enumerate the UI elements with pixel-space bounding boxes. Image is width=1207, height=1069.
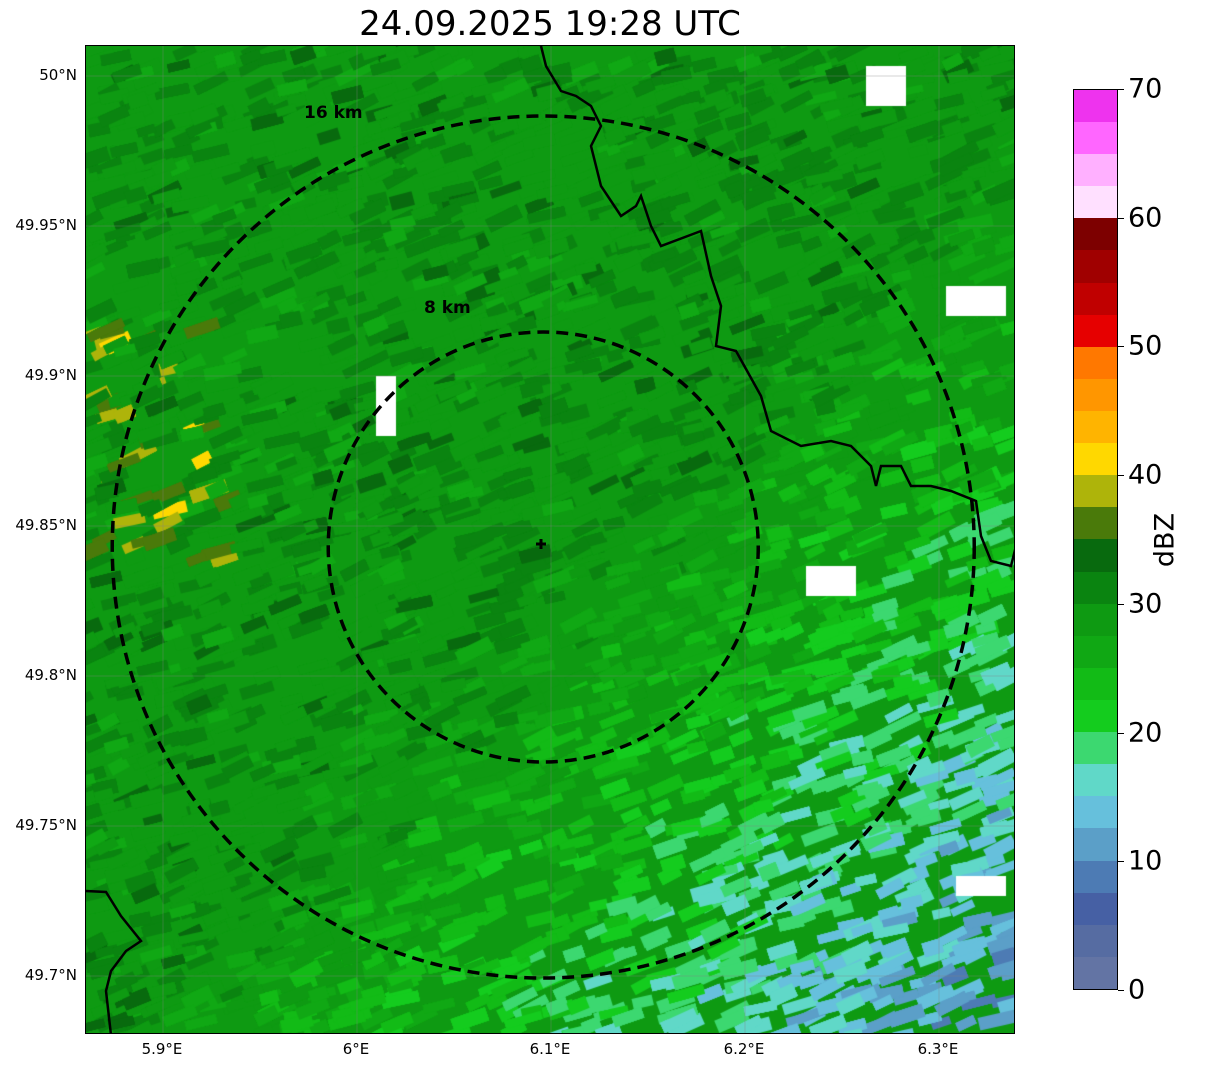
colorbar-bin: [1074, 828, 1117, 861]
colorbar-bin: [1074, 667, 1117, 701]
reflectivity-field: [86, 46, 1014, 1033]
colorbar-bin: [1074, 635, 1117, 668]
x-tick-label: 6°E: [342, 1040, 370, 1058]
border-line: [86, 889, 143, 1033]
colorbar-bin: [1074, 186, 1117, 219]
chart-title: 24.09.2025 19:28 UTC: [359, 4, 741, 44]
colorbar-tick-label: 30: [1128, 588, 1163, 620]
map-overlay: 16 km 8 km: [86, 46, 1014, 1033]
colorbar-bin: [1074, 892, 1117, 925]
colorbar-tick: [1118, 603, 1124, 605]
colorbar-tick: [1118, 475, 1124, 477]
colorbar-bin: [1074, 924, 1117, 957]
colorbar-tick-label: 50: [1128, 330, 1163, 362]
colorbar-tick: [1118, 861, 1124, 863]
colorbar-bin: [1074, 700, 1117, 733]
colorbar-bin: [1074, 89, 1117, 123]
colorbar-bin: [1074, 475, 1117, 508]
colorbar-bin: [1074, 443, 1117, 476]
x-tick-label: 6.1°E: [529, 1040, 571, 1058]
gridlines: [86, 46, 1014, 1033]
radar-site-marker: [536, 539, 546, 549]
colorbar-bin: [1074, 956, 1117, 989]
y-tick-label: 49.8°N: [24, 666, 77, 684]
ring-label-16km: 16 km: [304, 103, 363, 123]
colorbar-bin: [1074, 507, 1117, 540]
y-tick-label: 50°N: [39, 66, 77, 84]
y-tick-label: 49.9°N: [24, 366, 77, 384]
colorbar-tick: [1118, 990, 1124, 991]
colorbar-bin: [1074, 378, 1117, 412]
colorbar: [1073, 89, 1118, 990]
colorbar-tick: [1118, 217, 1124, 219]
colorbar-tick: [1118, 89, 1124, 90]
y-tick-label: 49.85°N: [15, 516, 77, 534]
colorbar-unit: dBZ: [1149, 512, 1181, 568]
y-tick-label: 49.95°N: [15, 216, 77, 234]
colorbar-bin: [1074, 860, 1117, 893]
colorbar-bin: [1074, 603, 1117, 636]
colorbar-bin: [1074, 571, 1117, 604]
colorbar-bin: [1074, 314, 1117, 347]
colorbar-tick: [1118, 732, 1124, 734]
x-tick-label: 6.3°E: [917, 1040, 959, 1058]
colorbar-bin: [1074, 122, 1117, 155]
colorbar-bin: [1074, 732, 1117, 765]
colorbar-tick: [1118, 346, 1124, 348]
x-tick-label: 5.9°E: [141, 1040, 183, 1058]
colorbar-tick-label: 10: [1128, 845, 1163, 877]
colorbar-tick-label: 0: [1128, 974, 1146, 1006]
border-line: [539, 46, 1014, 568]
colorbar-bin: [1074, 346, 1117, 379]
colorbar-tick-label: 20: [1128, 717, 1163, 749]
colorbar-tick-label: 60: [1128, 202, 1163, 234]
colorbar-bin: [1074, 764, 1117, 797]
colorbar-bin: [1074, 282, 1117, 315]
colorbar-tick-label: 40: [1128, 459, 1163, 491]
colorbar-bin: [1074, 539, 1117, 572]
colorbar-bin: [1074, 154, 1117, 187]
ring-label-8km: 8 km: [424, 298, 471, 318]
colorbar-tick-label: 70: [1128, 73, 1163, 105]
y-tick-label: 49.75°N: [15, 816, 77, 834]
colorbar-bin: [1074, 250, 1117, 283]
colorbar-bin: [1074, 796, 1117, 829]
range-ring-16km: [110, 114, 976, 980]
range-ring-8km: [326, 330, 760, 764]
y-tick-label: 49.7°N: [24, 966, 77, 984]
colorbar-bin: [1074, 411, 1117, 444]
radar-map: 16 km 8 km: [85, 45, 1015, 1034]
colorbar-bin: [1074, 218, 1117, 251]
x-tick-label: 6.2°E: [723, 1040, 765, 1058]
